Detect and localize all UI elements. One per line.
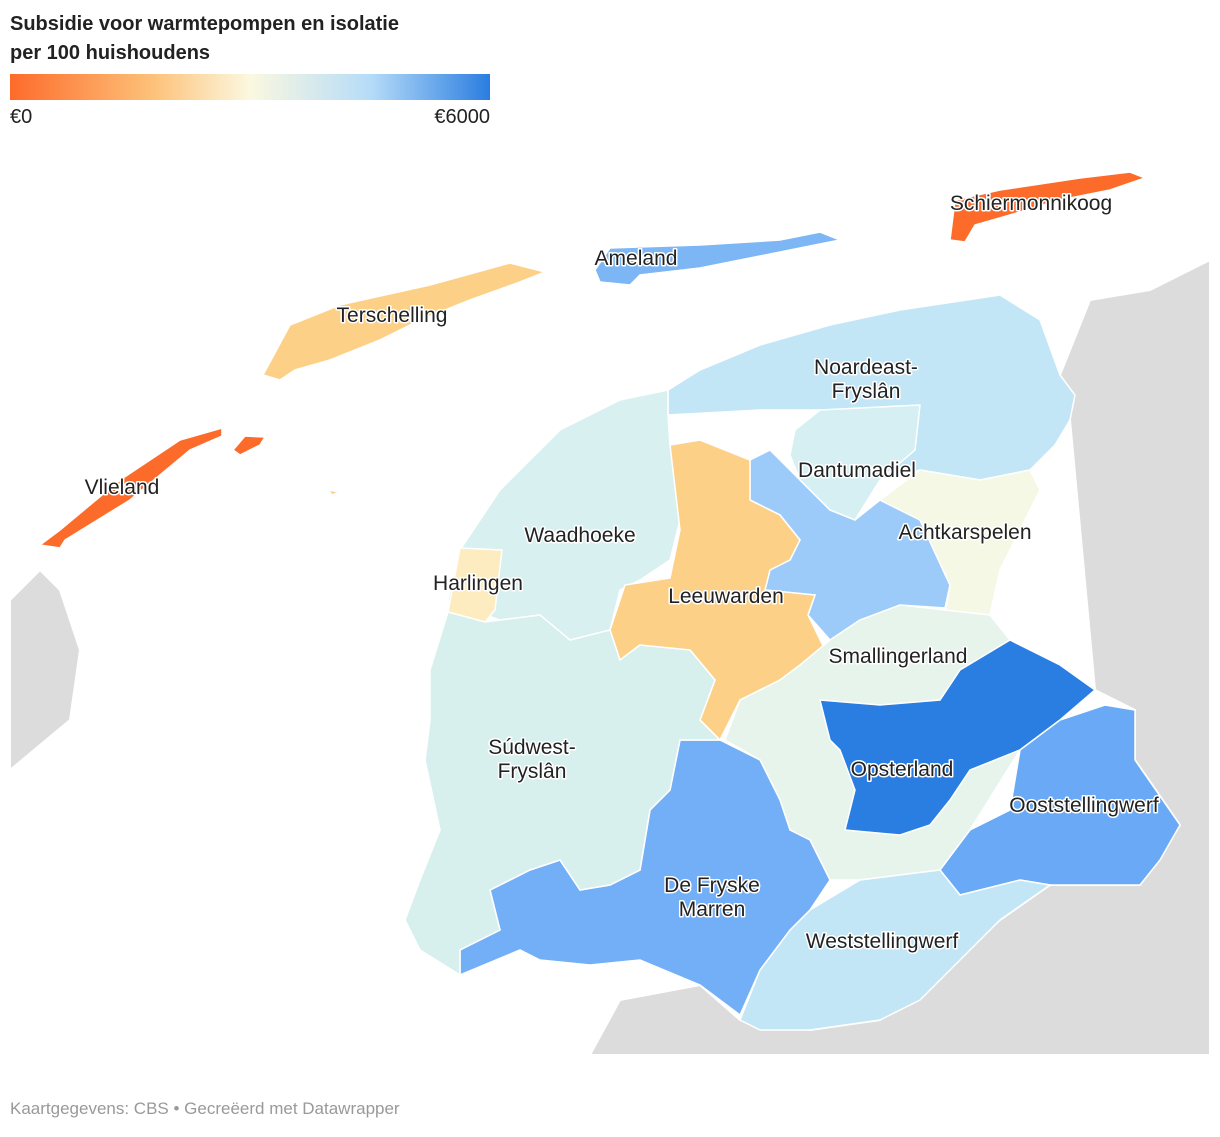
region xyxy=(819,639,1097,836)
footer: Kaartgegevens: CBS • Gecreëerd met Dataw… xyxy=(10,1099,400,1118)
region-label: Schiermonnikoog xyxy=(950,192,1112,215)
region-label: Ameland xyxy=(595,247,678,270)
region-label: Leeuwarden xyxy=(668,585,784,608)
legend-gradient xyxy=(10,74,490,100)
region-label: Marren xyxy=(679,898,746,921)
region xyxy=(949,171,1148,243)
region-label: Achtkarspelen xyxy=(898,521,1031,544)
region-label: Dantumadiel xyxy=(798,459,916,482)
region xyxy=(261,262,548,381)
region xyxy=(231,435,267,456)
region-label: Terschelling xyxy=(337,304,448,327)
region-label: Weststellingwerf xyxy=(806,930,959,953)
region xyxy=(789,404,921,521)
region-label: Súdwest- xyxy=(488,736,576,759)
region xyxy=(38,427,223,549)
title-line: Subsidie voor warmtepompen en isolatie xyxy=(10,13,399,35)
region xyxy=(404,611,722,977)
title-line: per 100 huishoudens xyxy=(10,42,210,64)
region-label: Smallingerland xyxy=(829,645,968,668)
region-label: Harlingen xyxy=(433,572,523,595)
region xyxy=(739,869,1052,1031)
region xyxy=(326,488,343,496)
region xyxy=(447,547,503,623)
region-label: Noardeast- xyxy=(814,356,918,379)
region-label: Fryslân xyxy=(498,760,567,783)
region-label: De Fryske xyxy=(664,874,760,897)
region-label: Waadhoeke xyxy=(524,524,635,547)
region-label: Vlieland xyxy=(85,476,160,499)
region-label: Fryslân xyxy=(832,380,901,403)
region-label: Opsterland xyxy=(851,758,954,781)
legend-max: €6000 xyxy=(434,106,490,128)
region xyxy=(594,231,843,286)
region xyxy=(878,469,1041,616)
legend-min: €0 xyxy=(10,106,32,128)
region-label: Ooststellingwerf xyxy=(1009,794,1159,817)
region xyxy=(939,704,1181,896)
